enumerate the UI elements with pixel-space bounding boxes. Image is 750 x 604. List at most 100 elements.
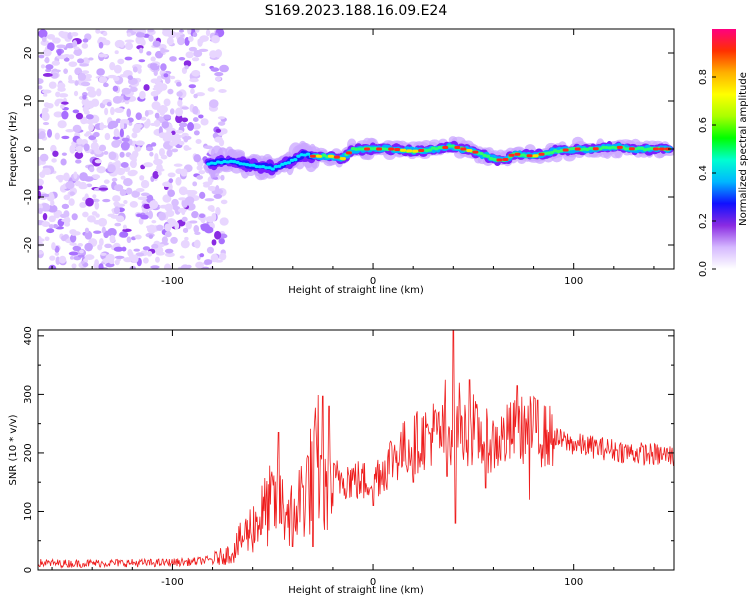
noise-blob [155,224,164,231]
noise-blob [95,88,102,97]
noise-blob [88,57,94,61]
noise-blob [129,154,138,161]
noise-blob [134,234,142,240]
noise-blob [83,143,90,152]
noise-blob [144,110,149,117]
snr-y-label: SNR (10 * v/v) [8,414,19,485]
noise-blob [164,252,175,258]
noise-blob [60,158,67,166]
noise-blob [175,107,183,117]
noise-blob [143,84,150,91]
noise-blob [63,68,68,74]
noise-blob [119,121,125,131]
noise-blob [132,66,138,73]
noise-blob [136,213,142,218]
ridge-core [270,167,275,171]
noise-blob [122,228,132,233]
noise-blob [194,239,201,249]
ridge-peak [394,147,401,151]
noise-blob [151,101,161,110]
noise-blob [140,214,149,220]
noise-blob [181,216,188,222]
noise-blob [150,265,160,269]
noise-blob [150,56,156,62]
noise-blob [214,76,222,82]
noise-blob [69,256,75,260]
ridge-core [447,144,452,148]
noise-blob [148,34,154,42]
ridge-peak [376,147,383,151]
noise-blob [155,256,160,263]
ridge-peak [538,152,545,156]
spectrogram-y-label: Frequency (Hz) [8,111,19,187]
noise-blob [189,220,198,224]
noise-blob [185,196,195,205]
noise-blob [149,200,159,210]
noise-blob [68,61,78,67]
noise-blob [178,197,187,201]
noise-blob [127,75,133,81]
noise-blob [119,119,130,124]
noise-blob [114,184,124,192]
snr-y-ticks: 0 100 200 300 400 [23,326,674,573]
ridge-core [434,147,439,151]
noise-blob [113,139,123,145]
noise-blob [176,91,183,97]
noise-blob [88,123,95,132]
noise-blob [131,132,138,139]
noise-blob [192,117,199,123]
noise-blob [198,170,206,175]
noise-blob [206,217,213,223]
noise-blob [46,128,53,138]
ridge-core [276,164,282,168]
noise-blob [61,152,67,156]
noise-cloud [38,29,229,269]
noise-blob [174,221,180,230]
ridge-peak [388,147,395,151]
ridge-core [370,147,375,151]
noise-blob [101,228,106,233]
noise-blob [211,35,220,44]
snr-y-tick-label: 200 [23,443,34,462]
noise-blob [103,82,109,88]
ridge-peak [418,148,425,152]
noise-blob [146,118,151,128]
noise-blob [42,49,52,57]
noise-blob [175,176,182,186]
figure-title: S169.2023.188.16.09.E24 [265,3,448,19]
noise-blob [154,112,160,119]
noise-blob [135,32,146,38]
noise-blob [167,88,174,95]
noise-blob [163,263,172,269]
noise-blob [48,215,56,223]
snr-y-tick-label: 100 [23,502,34,521]
noise-blob [119,189,127,196]
snr-series [38,330,674,569]
noise-blob [155,251,165,256]
ridge-peak [406,149,413,153]
noise-blob [68,79,76,84]
noise-blob [161,121,170,129]
noise-blob [206,246,214,254]
noise-blob [61,101,69,105]
noise-blob [150,78,160,84]
noise-blob [192,105,199,115]
noise-blob [48,191,54,199]
noise-blob [135,112,142,120]
noise-blob [162,194,172,203]
spectrogram-y-tick-label: 20 [23,47,34,60]
noise-blob [69,191,75,196]
noise-blob [175,114,183,124]
noise-blob [135,140,145,146]
noise-blob [40,202,51,212]
ridge-core [254,164,259,169]
noise-blob [38,241,44,247]
noise-blob [188,190,198,196]
noise-blob [57,86,66,92]
noise-blob [170,236,178,244]
noise-blob [114,107,124,114]
ridge-peak [532,154,539,158]
noise-blob [76,138,84,145]
snr-x-tick-label: -100 [161,577,184,588]
